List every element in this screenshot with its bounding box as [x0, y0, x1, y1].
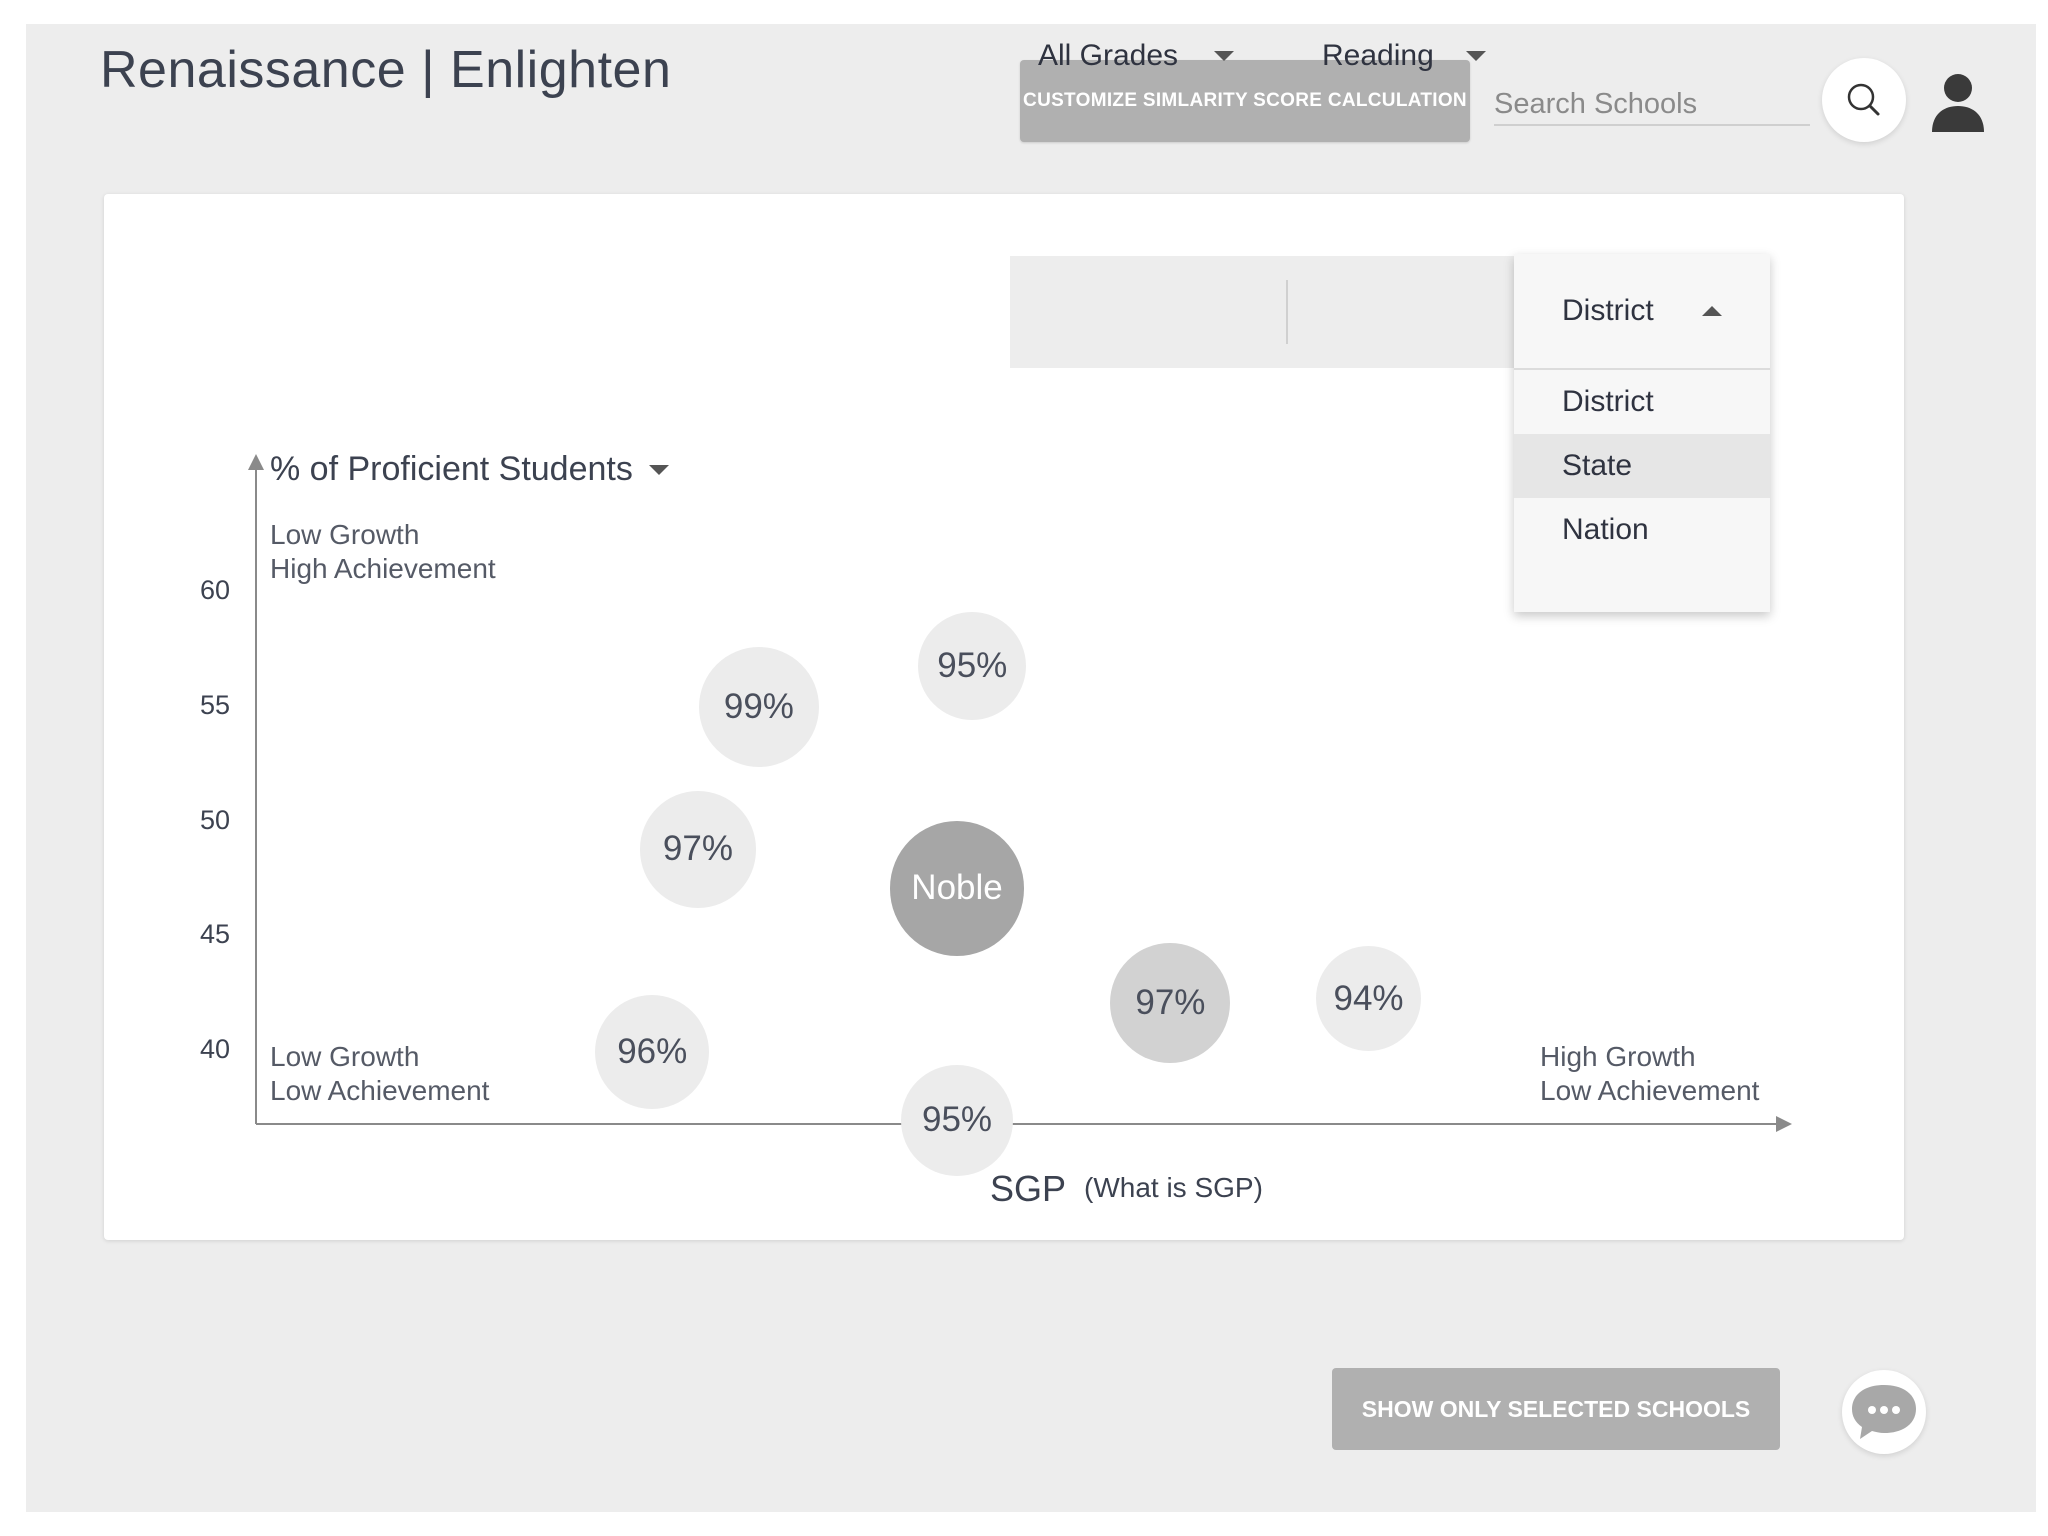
chevron-down-icon	[648, 464, 669, 475]
chevron-up-icon	[1701, 306, 1722, 316]
subject-filter[interactable]: Reading	[1322, 0, 1522, 112]
quadrant-top-left: Low Growth High Achievement	[270, 518, 496, 586]
quadrant-bottom-right: High Growth Low Achievement	[1540, 1040, 1759, 1108]
app-title: Renaissance | Enlighten	[100, 41, 672, 99]
customize-similarity-button[interactable]: CUSTOMIZE SIMLARITY SCORE CALCULATION	[1020, 60, 1470, 142]
subject-filter-label: Reading	[1322, 39, 1434, 72]
filter-bar	[1010, 256, 1566, 368]
option-state[interactable]: State	[1514, 434, 1770, 498]
search-button[interactable]	[1822, 58, 1906, 142]
school-bubble[interactable]: 95%	[901, 1064, 1013, 1177]
school-bubble[interactable]: 99%	[698, 646, 819, 767]
chevron-down-icon	[1465, 51, 1486, 61]
comparison-dropdown[interactable]: District District State Nation	[1514, 254, 1770, 612]
x-axis-label: SGP	[990, 1168, 1067, 1209]
school-bubble[interactable]: 97%	[1110, 943, 1231, 1064]
what-is-sgp-link[interactable]: (What is SGP)	[1084, 1172, 1263, 1203]
quadrant-line: High Achievement	[270, 553, 496, 584]
school-bubble[interactable]: 94%	[1315, 945, 1422, 1052]
y-axis-label-text: % of Proficient Students	[270, 450, 633, 488]
chat-icon	[1852, 1385, 1916, 1439]
chat-button[interactable]	[1842, 1370, 1926, 1454]
quadrant-bottom-left: Low Growth Low Achievement	[270, 1040, 489, 1108]
y-axis-label[interactable]: % of Proficient Students	[270, 450, 669, 489]
grade-filter-label: All Grades	[1038, 39, 1179, 72]
user-icon[interactable]	[1930, 70, 1986, 134]
show-selected-schools-button[interactable]: SHOW ONLY SELECTED SCHOOLS	[1332, 1368, 1780, 1450]
y-tick-label: 50	[200, 804, 231, 835]
y-tick-label: 45	[200, 919, 231, 950]
quadrant-line: Low Growth	[270, 1041, 420, 1072]
quadrant-line: High Growth	[1540, 1041, 1696, 1072]
filter-divider	[1286, 280, 1288, 344]
school-bubble[interactable]: 96%	[595, 994, 710, 1109]
option-nation[interactable]: Nation	[1562, 513, 1649, 546]
comparison-selected-label: District	[1562, 294, 1654, 327]
quadrant-line: Low Growth	[270, 519, 420, 550]
school-bubble-selected[interactable]: Noble	[889, 821, 1025, 956]
quadrant-line: Low Achievement	[1540, 1075, 1760, 1106]
school-bubble[interactable]: 95%	[918, 611, 1027, 720]
y-tick-label: 60	[200, 575, 231, 605]
search-icon	[1847, 83, 1880, 116]
school-bubble[interactable]: 97%	[639, 791, 757, 908]
y-tick-label: 40	[200, 1034, 231, 1064]
chevron-down-icon	[1214, 51, 1235, 61]
comparison-dropdown-head[interactable]: District	[1514, 254, 1770, 370]
search-schools-input[interactable]	[1494, 84, 1810, 126]
quadrant-line: Low Achievement	[270, 1075, 490, 1106]
option-district[interactable]: District	[1562, 385, 1654, 418]
grade-filter[interactable]: All Grades	[1038, 0, 1278, 112]
y-tick-label: 55	[200, 689, 231, 720]
